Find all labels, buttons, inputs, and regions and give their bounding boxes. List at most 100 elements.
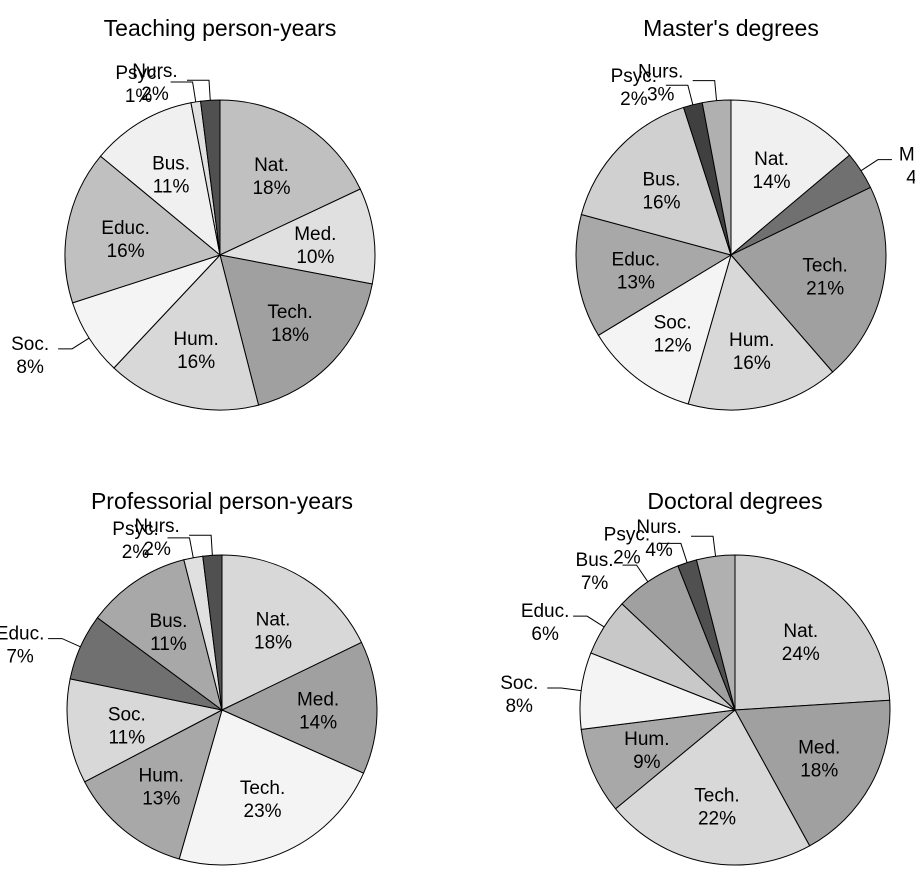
category-label: Educ.	[521, 601, 570, 622]
chart-title: Doctoral degrees	[647, 488, 822, 514]
category-label: Educ.	[101, 218, 150, 239]
leader-line	[58, 337, 90, 350]
slice-label: Hum. 16%	[173, 329, 218, 373]
category-label: Bus.	[576, 550, 614, 571]
category-label: Tech.	[267, 302, 312, 323]
category-label: Nat.	[256, 610, 291, 631]
slice-label: Soc. 8%	[500, 673, 538, 717]
slice-label: Bus. 16%	[642, 170, 680, 214]
value-label: 16%	[107, 241, 145, 262]
category-label: Nurs.	[134, 516, 179, 537]
slice-label: Nurs. 2%	[134, 516, 179, 560]
category-label: Nat.	[783, 621, 818, 642]
chart-title: Professorial person-years	[91, 488, 353, 514]
category-label: Med.	[798, 737, 840, 758]
value-label: 7%	[6, 647, 34, 668]
slice-label: Educ. 6%	[521, 601, 570, 645]
category-label: Nat.	[754, 149, 789, 170]
slice-label: Nat. 18%	[252, 155, 290, 199]
category-label: Psyc.	[112, 519, 158, 540]
leader-line	[48, 638, 81, 648]
pie-slice	[734, 554, 891, 711]
pie-slice	[66, 678, 224, 783]
category-label: Tech.	[240, 778, 285, 799]
pie-slice	[219, 99, 361, 256]
slice-label: Soc. 8%	[11, 334, 49, 378]
value-label: 3%	[647, 85, 675, 106]
category-label: Bus.	[152, 153, 190, 174]
leader-line	[189, 534, 213, 556]
pie-slice	[113, 253, 260, 411]
slice-label: Psyc. 2%	[611, 66, 657, 110]
value-label: 2%	[122, 542, 150, 563]
pie-slice	[701, 99, 732, 256]
value-label: 14%	[299, 713, 337, 734]
leader-line	[692, 80, 718, 101]
slice-label: Bus. 11%	[149, 611, 187, 655]
category-label: Med.	[899, 145, 915, 166]
chart-title: Teaching person-years	[104, 15, 337, 41]
category-label: Hum.	[139, 765, 184, 786]
leader-line	[665, 84, 694, 105]
category-label: Nurs.	[636, 517, 681, 538]
category-label: Tech.	[694, 785, 739, 806]
leader-line	[691, 535, 717, 557]
slice-label: Tech. 23%	[240, 778, 285, 822]
category-label: Nat.	[254, 155, 289, 176]
pie-slice	[64, 155, 222, 304]
pie-slice	[730, 186, 887, 373]
leader-line	[187, 79, 211, 101]
value-label: 8%	[16, 357, 44, 378]
pie-slice	[83, 709, 223, 860]
slice-label: Tech. 22%	[694, 785, 739, 829]
value-label: 11%	[153, 176, 190, 197]
slice-label: Psyc. 2%	[604, 524, 650, 568]
value-label: 12%	[654, 335, 692, 356]
category-label: Educ.	[612, 249, 661, 270]
slice-label: Soc. 12%	[654, 312, 692, 356]
value-label: 16%	[177, 352, 215, 373]
value-label: 4%	[645, 540, 673, 561]
slice-label: Nat. 24%	[782, 621, 820, 665]
chart-title: Master's degrees	[643, 15, 819, 41]
category-label: Psyc.	[115, 63, 161, 84]
value-label: 13%	[142, 788, 180, 809]
value-label: 18%	[800, 760, 838, 781]
category-label: Educ.	[0, 624, 44, 645]
pie-slice	[597, 253, 732, 405]
slice-label: Hum. 9%	[624, 729, 669, 773]
leader-line	[622, 564, 649, 583]
value-label: 23%	[244, 801, 282, 822]
value-label: 11%	[150, 634, 187, 655]
slice-label: Soc. 11%	[108, 704, 146, 748]
category-label: Soc.	[11, 334, 49, 355]
slice-label: Tech. 21%	[802, 255, 847, 299]
slice-label: Nat. 18%	[254, 610, 292, 654]
pie-slice	[730, 99, 851, 257]
slice-label: Psyc. 2%	[112, 519, 158, 563]
slice-label: Med. 14%	[297, 690, 339, 734]
leader-line	[170, 81, 197, 102]
pie-slice	[580, 709, 737, 810]
value-label: 18%	[271, 325, 309, 346]
leader-line	[547, 687, 582, 692]
pie-slice	[96, 559, 223, 712]
category-label: Hum.	[624, 729, 669, 750]
pie-slice	[221, 554, 363, 711]
value-label: 6%	[531, 624, 559, 645]
leader-line	[573, 615, 605, 628]
category-label: Bus.	[149, 611, 187, 632]
category-label: Hum.	[173, 329, 218, 350]
value-label: 4%	[906, 168, 915, 189]
value-label: 2%	[613, 547, 641, 568]
slice-label: Nurs. 4%	[636, 517, 681, 561]
pie-slice	[614, 709, 811, 866]
value-label: 10%	[296, 247, 334, 268]
value-label: 2%	[143, 539, 171, 560]
value-label: 24%	[782, 644, 820, 665]
category-label: Med.	[297, 690, 339, 711]
pie-slice	[178, 709, 365, 866]
value-label: 8%	[505, 696, 533, 717]
value-label: 18%	[252, 178, 290, 199]
